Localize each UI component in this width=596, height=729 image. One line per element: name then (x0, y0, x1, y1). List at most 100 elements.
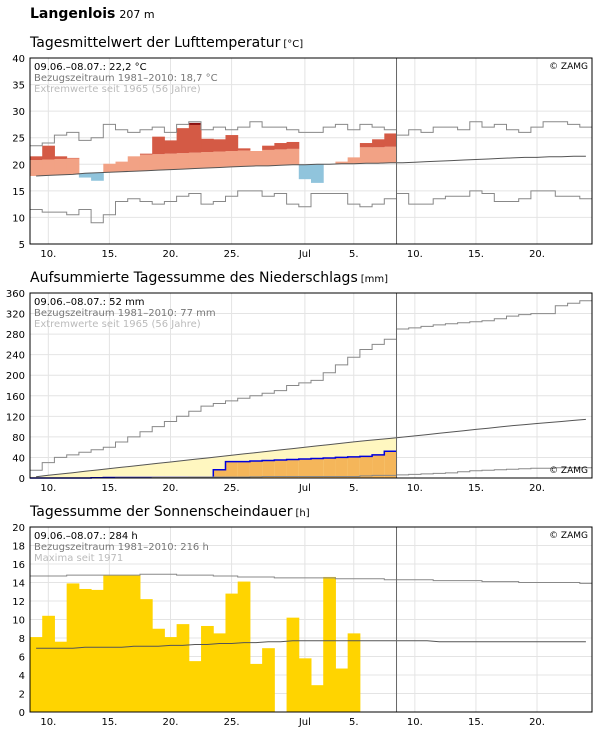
precipitation-y-tick-label: 80 (12, 433, 25, 444)
precipitation-max-line (30, 300, 592, 471)
temperature-min-line (30, 190, 592, 224)
precipitation-title-text: Aufsummierte Tagessumme des Niederschlag… (30, 270, 358, 286)
temperature-climate-line (36, 155, 586, 177)
temperature-x-tick-label: 25. (224, 249, 240, 260)
temperature-chart-title: Tagesmittelwert der Lufttemperatur [°C] (30, 35, 303, 51)
temperature-chart (29, 57, 593, 245)
sunshine-info-line: Bezugszeitraum 1981–2010: 216 h (34, 542, 209, 553)
temperature-bar-above-strong (30, 156, 43, 161)
temperature-bar-above (286, 148, 300, 165)
sunshine-x-tick-label: 20. (163, 717, 179, 728)
temperature-peak-mark (188, 122, 202, 125)
temperature-title-text: Tagesmittelwert der Lufttemperatur (30, 35, 281, 51)
temperature-bar-above (164, 153, 178, 170)
precipitation-bar-below (274, 460, 288, 478)
sunshine-bar (347, 633, 361, 712)
sunshine-copyright: © ZAMG (549, 531, 588, 541)
sunshine-bar (286, 617, 300, 712)
sunshine-bar (164, 637, 178, 712)
temperature-bar-above (66, 158, 80, 175)
precipitation-x-tick-label: 20. (163, 483, 179, 494)
sunshine-chart (29, 526, 593, 713)
temperature-x-tick-label: Jul (298, 249, 311, 260)
sunshine-bar (139, 599, 153, 712)
precipitation-bar-below (262, 460, 275, 478)
precipitation-copyright: © ZAMG (549, 466, 588, 476)
temperature-info-line: 09.06.–08.07.: 22,2 °C (34, 62, 147, 73)
temperature-plot-frame (29, 57, 593, 245)
sunshine-bar (152, 628, 165, 712)
temperature-max-line (30, 121, 592, 147)
precipitation-envelope-fill (152, 463, 165, 478)
precipitation-info-line: 09.06.–08.07.: 52 mm (34, 297, 145, 308)
temperature-bar-above (274, 149, 288, 166)
precipitation-y-tick-label: 200 (6, 371, 25, 382)
sunshine-bar (30, 637, 43, 712)
precipitation-y-tick-label: 0 (19, 474, 25, 485)
sunshine-unit: [h] (295, 508, 310, 519)
precipitation-bar-below (213, 469, 226, 478)
temperature-bar-above (249, 151, 263, 166)
sunshine-bar (42, 615, 55, 712)
sunshine-bar (213, 633, 226, 712)
station-name: Langenlois (30, 6, 116, 22)
sunshine-y-tick-label: 6 (19, 653, 25, 664)
precipitation-bar-below (286, 459, 300, 478)
precipitation-envelope-fill (42, 475, 55, 478)
temperature-bar-above-strong (164, 140, 178, 154)
station-elevation: 207 m (119, 8, 155, 21)
temperature-bar-above-strong (237, 148, 251, 151)
precipitation-y-tick-label: 360 (6, 289, 25, 300)
temperature-bar-above (176, 153, 190, 170)
sunshine-bar (201, 625, 214, 712)
precipitation-envelope-fill (201, 457, 214, 478)
sunshine-bar (335, 668, 349, 712)
sunshine-bar (262, 648, 275, 712)
precipitation-envelope-fill (78, 471, 92, 478)
sunshine-plot-frame (29, 526, 593, 713)
sunshine-title-text: Tagessumme der Sonnenscheindauer (30, 504, 293, 520)
sunshine-bar (78, 588, 92, 712)
precipitation-info-line: Bezugszeitraum 1981–2010: 77 mm (34, 308, 216, 319)
temperature-bar-above-strong (274, 143, 288, 150)
temperature-y-tick-label: 10 (12, 213, 25, 224)
temperature-bar-above (213, 151, 226, 168)
precipitation-climate-line (36, 418, 586, 478)
sunshine-y-tick-label: 12 (12, 597, 25, 608)
temperature-bar-above (359, 147, 373, 164)
temperature-info-line: Bezugszeitraum 1981–2010: 18,7 °C (34, 73, 218, 84)
sunshine-x-tick-label: 10. (407, 717, 423, 728)
precipitation-unit: [mm] (360, 274, 389, 285)
temperature-bar-above-strong (42, 145, 55, 160)
sunshine-bar (103, 575, 117, 712)
precipitation-chart-title: Aufsummierte Tagessumme des Niederschlag… (30, 270, 388, 286)
temperature-bar-above (201, 152, 214, 169)
sunshine-x-tick-label: Jul (298, 717, 311, 728)
temperature-x-tick-label: 15. (101, 249, 117, 260)
station-header: Langenlois 207 m (30, 6, 155, 22)
temperature-bar-below (78, 173, 92, 178)
precipitation-plot-frame (29, 292, 593, 479)
precipitation-x-tick-label: 10. (40, 483, 56, 494)
sunshine-bar (54, 641, 68, 712)
sunshine-y-tick-label: 16 (12, 560, 25, 571)
temperature-bar-above (372, 147, 385, 164)
precipitation-bar-below (298, 458, 312, 478)
sunshine-bar (225, 593, 239, 712)
temperature-bar-above-strong (262, 145, 275, 150)
temperature-y-tick-label: 35 (12, 81, 25, 92)
sunshine-y-tick-label: 20 (12, 523, 25, 534)
precipitation-y-tick-label: 120 (6, 412, 25, 423)
precipitation-bar-below (225, 461, 239, 478)
precipitation-y-tick-label: 160 (6, 392, 25, 403)
sunshine-y-tick-label: 4 (19, 671, 25, 682)
temperature-x-tick-label: 15. (468, 249, 484, 260)
temperature-bar-above (335, 161, 349, 164)
sunshine-x-tick-label: 25. (224, 717, 240, 728)
temperature-y-tick-label: 20 (12, 160, 25, 171)
precipitation-bar-below (237, 461, 251, 478)
precipitation-y-tick-label: 40 (12, 453, 25, 464)
temperature-bar-above-strong (359, 143, 373, 148)
precipitation-x-tick-label: 15. (101, 483, 117, 494)
